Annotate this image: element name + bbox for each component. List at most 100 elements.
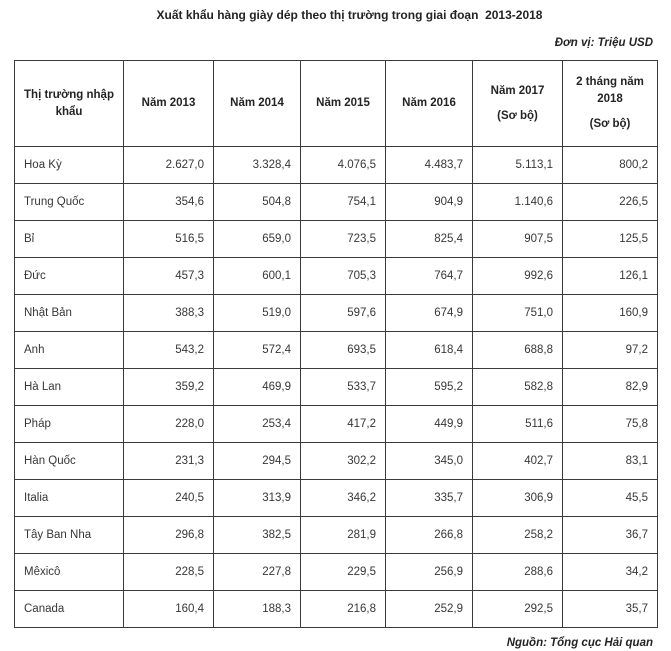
value-cell: 723,5 (300, 220, 386, 258)
value-cell: 618,4 (385, 331, 473, 369)
market-cell: Pháp (14, 405, 124, 443)
column-header-label: Năm 2015 (316, 97, 370, 110)
column-header-label: Năm 2013 (141, 97, 196, 110)
table-row: Trung Quốc 354,6 504,8 754,1 904,9 1.140,6 226… (14, 183, 658, 221)
value-cell: 533,7 (300, 368, 386, 406)
value-cell: 825,4 (385, 220, 473, 258)
value-cell: 294,5 (213, 442, 301, 480)
table-row: Bỉ 516,5 659,0 723,5 825,4 907,5 125,5 (14, 220, 658, 258)
value-cell: 227,8 (213, 553, 301, 591)
market-cell: Hà Lan (14, 368, 124, 406)
column-header-label: Năm 2016 (402, 97, 456, 110)
value-cell: 597,6 (300, 294, 386, 332)
market-cell: Nhật Bản (14, 294, 124, 332)
page-title: Xuất khẩu hàng giày dép theo thị trường … (156, 8, 543, 22)
value-cell: 252,9 (385, 590, 473, 628)
value-cell: 511,6 (472, 405, 563, 443)
value-cell: 764,7 (385, 257, 473, 295)
market-cell: Italia (14, 479, 124, 517)
value-cell: 258,2 (472, 516, 563, 554)
value-cell: 226,5 (562, 183, 658, 221)
value-cell: 45,5 (562, 479, 658, 517)
value-cell: 402,7 (472, 442, 563, 480)
value-cell: 600,1 (213, 257, 301, 295)
table-body: Hoa Kỳ 2.627,0 3.328,4 4.076,5 4.483,7 5.113,… (14, 146, 658, 628)
column-header: 2 tháng năm 2018 (Sơ bộ) (562, 60, 658, 147)
table-row: Đức 457,3 600,1 705,3 764,7 992,6 126,1 (14, 257, 658, 295)
value-cell: 126,1 (562, 257, 658, 295)
value-cell: 188,3 (213, 590, 301, 628)
value-cell: 292,5 (472, 590, 563, 628)
column-header: Năm 2014 (213, 60, 301, 147)
value-cell: 160,4 (123, 590, 214, 628)
value-cell: 240,5 (123, 479, 214, 517)
value-cell: 354,6 (123, 183, 214, 221)
market-cell: Bỉ (14, 220, 124, 258)
value-cell: 417,2 (300, 405, 386, 443)
column-header-label: 2 tháng năm 2018 (576, 76, 644, 106)
market-cell: Trung Quốc (14, 183, 124, 221)
value-cell: 582,8 (472, 368, 563, 406)
column-header-sublabel: (Sơ bộ) (497, 109, 538, 122)
value-cell: 256,9 (385, 553, 473, 591)
header-row: Thị trường nhập khẩu Năm 2013 Năm 2014 Năm … (14, 60, 658, 147)
table-row: Hà Lan 359,2 469,9 533,7 595,2 582,8 82,9 (14, 368, 658, 406)
column-header-label: Thị trường nhập khẩu (24, 88, 114, 118)
column-header: Năm 2016 (385, 60, 473, 147)
value-cell: 1.140,6 (472, 183, 563, 221)
table-row: Mêxicô 228,5 227,8 229,5 256,9 288,6 34,2 (14, 553, 658, 591)
value-cell: 216,8 (300, 590, 386, 628)
value-cell: 705,3 (300, 257, 386, 295)
value-cell: 36,7 (562, 516, 658, 554)
value-cell: 335,7 (385, 479, 473, 517)
value-cell: 5.113,1 (472, 146, 563, 184)
value-cell: 2.627,0 (123, 146, 214, 184)
value-cell: 231,3 (123, 442, 214, 480)
column-header: Thị trường nhập khẩu (14, 60, 124, 147)
value-cell: 345,0 (385, 442, 473, 480)
value-cell: 229,5 (300, 553, 386, 591)
value-cell: 543,2 (123, 331, 214, 369)
table-row: Hoa Kỳ 2.627,0 3.328,4 4.076,5 4.483,7 5.113,… (14, 146, 658, 184)
value-cell: 595,2 (385, 368, 473, 406)
market-cell: Hàn Quốc (14, 442, 124, 480)
value-cell: 83,1 (562, 442, 658, 480)
value-cell: 281,9 (300, 516, 386, 554)
value-cell: 907,5 (472, 220, 563, 258)
value-cell: 504,8 (213, 183, 301, 221)
value-cell: 346,2 (300, 479, 386, 517)
table-row: Canada 160,4 188,3 216,8 252,9 292,5 35,7 (14, 590, 658, 628)
value-cell: 519,0 (213, 294, 301, 332)
market-cell: Đức (14, 257, 124, 295)
table-row: Italia 240,5 313,9 346,2 335,7 306,9 45,5 (14, 479, 658, 517)
value-cell: 75,8 (562, 405, 658, 443)
column-header-sublabel: (Sơ bộ) (589, 117, 631, 130)
source-label: Nguồn: Tổng cục Hải quan (506, 637, 653, 649)
table-row: Anh 543,2 572,4 693,5 618,4 688,8 97,2 (14, 331, 658, 369)
value-cell: 253,4 (213, 405, 301, 443)
value-cell: 35,7 (562, 590, 658, 628)
value-cell: 4.483,7 (385, 146, 473, 184)
value-cell: 382,5 (213, 516, 301, 554)
value-cell: 754,1 (300, 183, 386, 221)
value-cell: 125,5 (562, 220, 658, 258)
value-cell: 359,2 (123, 368, 214, 406)
value-cell: 34,2 (562, 553, 658, 591)
column-header: Năm 2013 (123, 60, 214, 147)
value-cell: 82,9 (562, 368, 658, 406)
market-cell: Canada (14, 590, 124, 628)
table-row: Pháp 228,0 253,4 417,2 449,9 511,6 75,8 (14, 405, 658, 443)
value-cell: 572,4 (213, 331, 301, 369)
market-cell: Tây Ban Nha (14, 516, 124, 554)
value-cell: 160,9 (562, 294, 658, 332)
value-cell: 992,6 (472, 257, 563, 295)
value-cell: 904,9 (385, 183, 473, 221)
export-table: Thị trường nhập khẩu Năm 2013 Năm 2014 Năm … (14, 60, 658, 628)
value-cell: 800,2 (562, 146, 658, 184)
market-cell: Hoa Kỳ (14, 146, 124, 184)
value-cell: 388,3 (123, 294, 214, 332)
value-cell: 302,2 (300, 442, 386, 480)
value-cell: 449,9 (385, 405, 473, 443)
value-cell: 266,8 (385, 516, 473, 554)
